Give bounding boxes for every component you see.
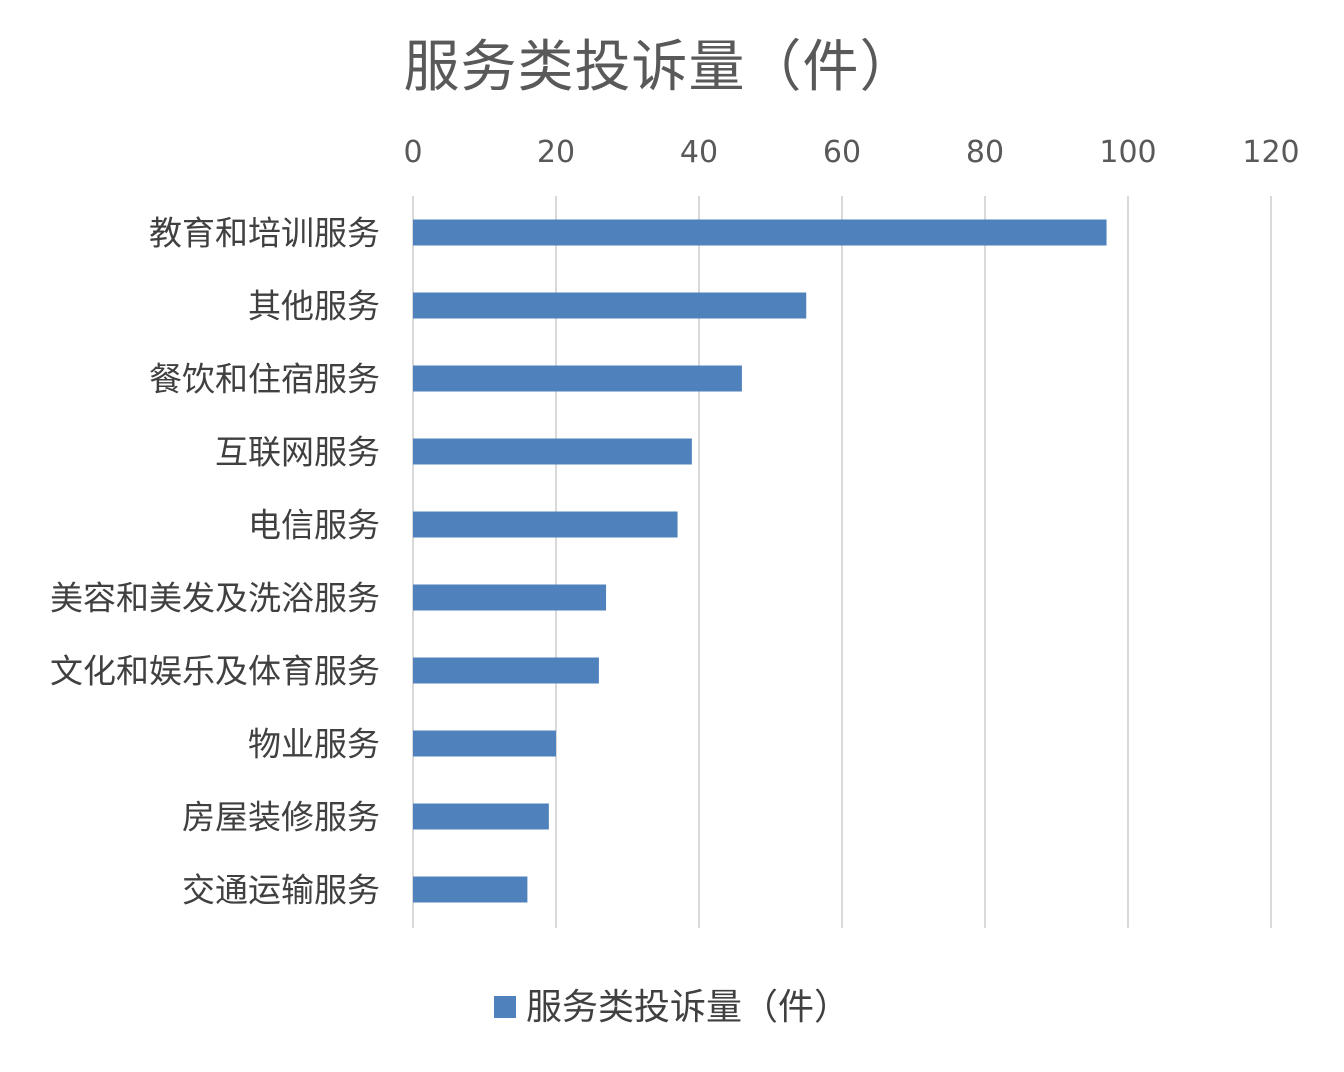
category-label: 文化和娱乐及体育服务 xyxy=(50,652,380,691)
legend: 服务类投诉量（件） xyxy=(0,978,1344,1030)
bar xyxy=(413,876,528,903)
bar xyxy=(413,511,678,538)
bar xyxy=(413,219,1107,246)
bar xyxy=(413,584,607,611)
x-tick-label: 20 xyxy=(537,135,575,170)
x-tick-label: 80 xyxy=(966,135,1004,170)
x-axis-ticks: 0 20 40 60 80 100 120 xyxy=(403,135,1299,170)
x-tick-label: 120 xyxy=(1242,135,1299,170)
bar xyxy=(413,803,549,830)
category-label: 美容和美发及洗浴服务 xyxy=(50,579,380,618)
bar xyxy=(413,657,599,684)
category-label: 房屋装修服务 xyxy=(182,798,380,837)
legend-swatch xyxy=(493,996,516,1018)
x-tick-label: 0 xyxy=(403,135,422,170)
category-label: 物业服务 xyxy=(248,725,380,764)
bar xyxy=(413,292,807,319)
category-labels: 教育和培训服务其他服务餐饮和住宿服务互联网服务电信服务美容和美发及洗浴服务文化和… xyxy=(50,214,380,910)
x-tick-label: 40 xyxy=(680,135,718,170)
x-tick-label: 100 xyxy=(1099,135,1156,170)
bar xyxy=(413,438,692,465)
bar xyxy=(413,365,742,392)
category-label: 餐饮和住宿服务 xyxy=(149,360,380,399)
category-label: 其他服务 xyxy=(248,287,380,326)
legend-label: 服务类投诉量（件） xyxy=(525,987,850,1028)
category-label: 互联网服务 xyxy=(215,433,380,472)
bars xyxy=(413,219,1107,903)
category-label: 电信服务 xyxy=(248,506,380,545)
bar xyxy=(413,730,556,757)
x-tick-label: 60 xyxy=(823,135,861,170)
category-label: 交通运输服务 xyxy=(182,871,380,910)
category-label: 教育和培训服务 xyxy=(149,214,380,253)
chart-title: 服务类投诉量（件） xyxy=(403,35,917,100)
